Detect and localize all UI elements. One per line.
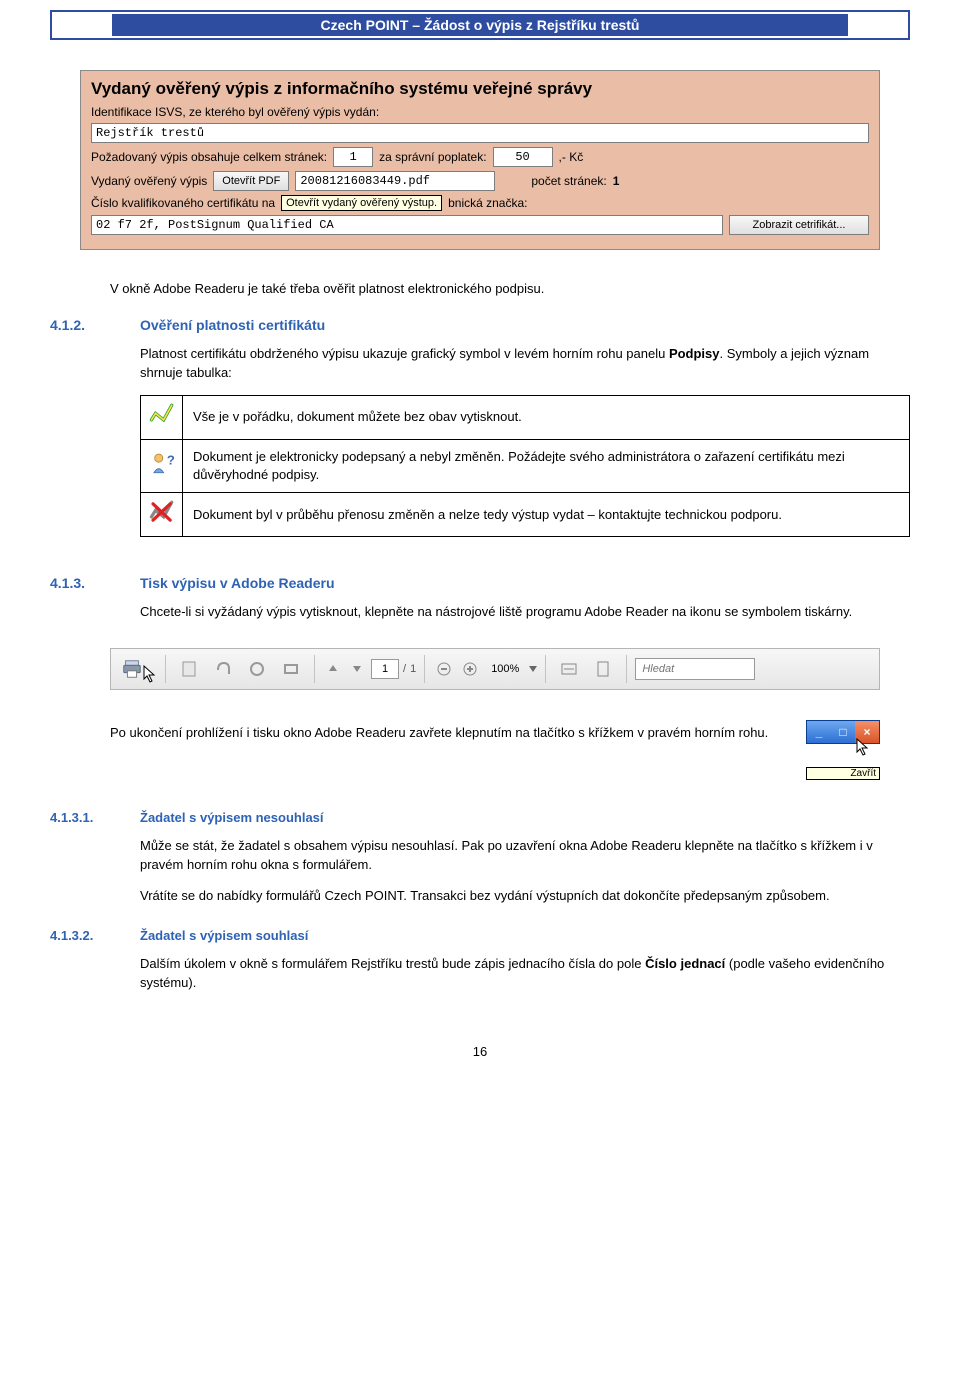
zoom-value: 100%: [485, 663, 525, 675]
dropdown-icon[interactable]: [529, 665, 537, 673]
toolbar-separator: [165, 655, 166, 683]
section-number-4132: 4.1.3.2.: [50, 928, 110, 1005]
page-icon: [180, 660, 198, 678]
pdf-filename-input[interactable]: [295, 171, 495, 191]
minus-icon: [436, 661, 452, 677]
toolbar-btn-1[interactable]: [174, 654, 204, 684]
toolbar-separator: [626, 655, 627, 683]
printer-icon: [121, 658, 143, 680]
section-number-4131: 4.1.3.1.: [50, 810, 110, 918]
toolbar-separator: [424, 655, 425, 683]
invalid-icon-cell: [141, 493, 183, 537]
toolbar-btn-2[interactable]: [208, 654, 238, 684]
section-title-4131: Žadatel s výpisem nesouhlasí: [140, 810, 910, 825]
fit-page-icon: [594, 660, 612, 678]
page-current-input[interactable]: [371, 659, 399, 679]
toolbar-separator: [314, 655, 315, 683]
search-input[interactable]: [635, 658, 755, 680]
pages-input[interactable]: [333, 147, 373, 167]
document-title: Czech POINT – Žádost o výpis z Rejstříku…: [112, 14, 848, 36]
section-4132-p1: Dalším úkolem v okně s formulářem Rejstř…: [140, 955, 910, 993]
cert-label: Číslo kvalifikovaného certifikátu na: [91, 196, 275, 210]
document-header: Czech POINT – Žádost o výpis z Rejstříku…: [50, 10, 910, 40]
signature-invalid-icon: [149, 499, 175, 525]
next-page-button[interactable]: [347, 654, 367, 684]
pocet-label: počet stránek:: [531, 174, 606, 188]
section-title-4132: Žadatel s výpisem souhlasí: [140, 928, 910, 943]
section-412-intro-bold: Podpisy: [669, 346, 720, 361]
fee-label: za správní poplatek:: [379, 150, 486, 164]
page-total: 1: [410, 663, 416, 675]
signature-unknown-icon: ?: [149, 450, 175, 476]
cursor-icon: [856, 738, 870, 756]
fee-suffix: ,- Kč: [559, 150, 584, 164]
tool-icon: [282, 660, 300, 678]
fit-width-icon: [560, 660, 578, 678]
cert-value-input[interactable]: [91, 215, 723, 235]
close-tooltip: Zavřít: [806, 767, 880, 780]
maximize-button[interactable]: □: [831, 721, 855, 743]
section-number-412: 4.1.2.: [50, 317, 110, 557]
fit-width-button[interactable]: [554, 654, 584, 684]
row3-text: Dokument byl v průběhu přenosu změněn a …: [183, 493, 910, 537]
vydany-label: Vydaný ověřený výpis: [91, 174, 207, 188]
page-number: 16: [50, 1044, 910, 1059]
plus-icon: [462, 661, 478, 677]
adobe-toolbar: / 1 100%: [110, 648, 880, 690]
question-icon-cell: ?: [141, 439, 183, 492]
section-4132-p1a: Dalším úkolem v okně s formulářem Rejstř…: [140, 956, 645, 971]
section-413-para: Chcete-li si vyžádaný výpis vytisknout, …: [140, 603, 910, 622]
table-row: Dokument byl v průběhu přenosu změněn a …: [141, 493, 910, 537]
cert-suffix: bnická značka:: [448, 196, 527, 210]
page-sep: /: [403, 663, 406, 675]
row1-text: Vše je v pořádku, dokument můžete bez ob…: [183, 395, 910, 439]
up-arrow-icon: [327, 663, 339, 675]
close-paragraph: Po ukončení prohlížení i tisku okno Adob…: [110, 724, 880, 743]
cursor-icon: [143, 665, 157, 683]
ok-icon-cell: [141, 395, 183, 439]
down-arrow-icon: [351, 663, 363, 675]
prev-page-button[interactable]: [323, 654, 343, 684]
attachment-icon: [214, 660, 232, 678]
section-4132-p1bold: Číslo jednací: [645, 956, 725, 971]
section-4131-p2: Vrátíte se do nabídky formulářů Czech PO…: [140, 887, 910, 906]
zoom-out-button[interactable]: [433, 654, 455, 684]
open-pdf-button[interactable]: Otevřít PDF: [213, 171, 289, 191]
zoom-in-button[interactable]: [459, 654, 481, 684]
svg-text:?: ?: [166, 453, 174, 468]
form-title: Vydaný ověřený výpis z informačního syst…: [91, 79, 869, 99]
section-title-412: Ověření platnosti certifikátu: [140, 317, 910, 333]
section-4131-p1: Může se stát, že žadatel s obsahem výpis…: [140, 837, 910, 875]
open-output-tooltip: Otevřít vydaný ověřený výstup.: [281, 195, 442, 211]
tool-icon: [248, 660, 266, 678]
ident-input[interactable]: [91, 123, 869, 143]
pages-label: Požadovaný výpis obsahuje celkem stránek…: [91, 150, 327, 164]
minimize-button[interactable]: _: [807, 721, 831, 743]
window-controls-image: _ □ × Zavřít: [806, 720, 880, 780]
row2-text: Dokument je elektronicky podepsaný a neb…: [183, 439, 910, 492]
show-cert-button[interactable]: Zobrazit cetrifikát...: [729, 215, 869, 235]
signature-ok-icon: [149, 402, 175, 428]
cert-status-table: Vše je v pořádku, dokument můžete bez ob…: [140, 395, 910, 538]
paragraph-adobe-verify: V okně Adobe Readeru je také třeba ověři…: [110, 280, 880, 299]
toolbar-btn-4[interactable]: [276, 654, 306, 684]
table-row: Vše je v pořádku, dokument můžete bez ob…: [141, 395, 910, 439]
pocet-value: 1: [613, 174, 620, 188]
fit-page-button[interactable]: [588, 654, 618, 684]
form-panel: Vydaný ověřený výpis z informačního syst…: [80, 70, 880, 250]
table-row: ? Dokument je elektronicky podepsaný a n…: [141, 439, 910, 492]
fee-input[interactable]: [493, 147, 553, 167]
toolbar-separator: [545, 655, 546, 683]
ident-label: Identifikace ISVS, ze kterého byl ověřen…: [91, 105, 379, 119]
section-number-413: 4.1.3.: [50, 575, 110, 634]
section-412-intro-a: Platnost certifikátu obdrženého výpisu u…: [140, 346, 669, 361]
toolbar-btn-3[interactable]: [242, 654, 272, 684]
section-title-413: Tisk výpisu v Adobe Readeru: [140, 575, 910, 591]
section-412-intro: Platnost certifikátu obdrženého výpisu u…: [140, 345, 910, 383]
